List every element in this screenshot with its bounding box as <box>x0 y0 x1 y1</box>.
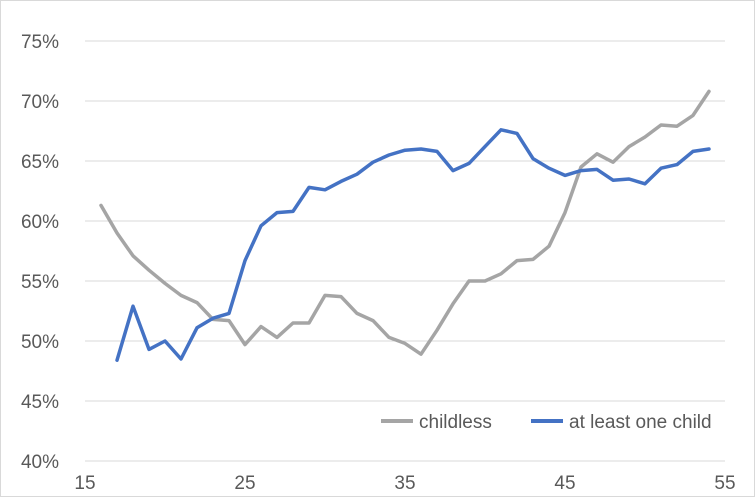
y-tick-label: 65% <box>21 152 59 173</box>
y-axis-tick-labels: 40% 45% 50% 55% 60% 65% 70% 75% <box>21 32 59 473</box>
x-axis-tick-labels: 15 25 35 45 55 <box>74 473 735 494</box>
y-tick-label: 75% <box>21 32 59 53</box>
x-tick-label: 55 <box>714 473 735 494</box>
y-tick-label: 50% <box>21 332 59 353</box>
y-tick-label: 40% <box>21 452 59 473</box>
legend-label-at-least-one-child: at least one child <box>569 412 712 433</box>
series-line-at-least-one-child <box>115 128 711 362</box>
y-tick-label: 45% <box>21 392 59 413</box>
x-tick-label: 25 <box>234 473 255 494</box>
legend: childless at least one child <box>381 412 712 433</box>
series-line-childless <box>99 89 711 356</box>
x-tick-label: 35 <box>394 473 415 494</box>
y-tick-label: 70% <box>21 92 59 113</box>
y-tick-label: 60% <box>21 212 59 233</box>
legend-label-childless: childless <box>419 412 492 433</box>
x-tick-label: 15 <box>74 473 95 494</box>
x-tick-label: 45 <box>554 473 575 494</box>
y-tick-label: 55% <box>21 272 59 293</box>
gridlines <box>85 40 725 462</box>
series-lines <box>99 89 711 362</box>
